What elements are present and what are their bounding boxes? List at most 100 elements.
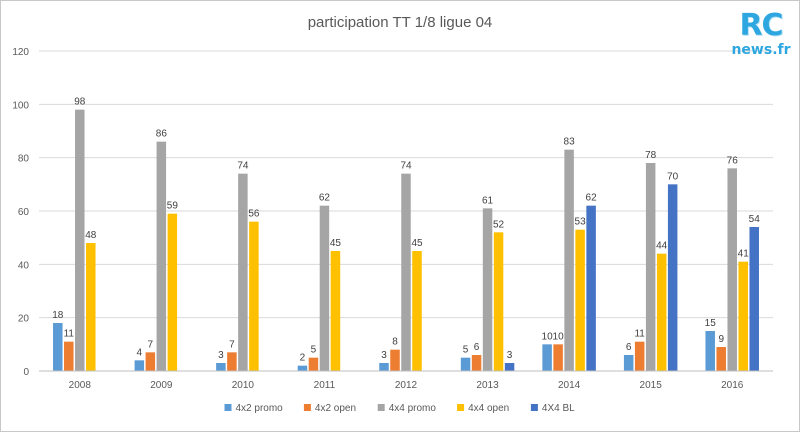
chart-title: participation TT 1/8 ligue 04 — [308, 14, 493, 31]
legend-label: 4X4 BL — [542, 403, 575, 414]
data-label: 8 — [392, 337, 398, 348]
bar — [645, 163, 656, 371]
bar — [401, 173, 411, 371]
data-label: 98 — [74, 97, 86, 108]
bar — [319, 205, 330, 371]
bar — [390, 349, 400, 371]
data-label: 5 — [311, 345, 317, 356]
bar — [493, 232, 504, 371]
bar — [749, 227, 759, 371]
bar — [623, 355, 634, 371]
data-label: 3 — [381, 350, 387, 361]
data-label: 59 — [167, 201, 179, 212]
data-label: 15 — [705, 318, 717, 329]
bar — [330, 251, 341, 371]
data-label: 10 — [553, 331, 565, 342]
legend-swatch — [457, 404, 465, 411]
bar — [238, 173, 248, 371]
legend-swatch — [377, 404, 385, 411]
y-axis: 0 20 40 60 80 100 120 — [12, 47, 29, 378]
x-tick-label: 2016 — [721, 380, 744, 391]
bar — [86, 243, 96, 371]
bar — [586, 205, 596, 371]
y-tick-label: 20 — [18, 314, 30, 325]
data-label: 86 — [156, 129, 168, 140]
data-label: 10 — [542, 331, 554, 342]
y-tick-label: 100 — [12, 100, 29, 111]
data-label: 52 — [493, 219, 505, 230]
data-label: 6 — [626, 342, 632, 353]
data-label: 53 — [575, 217, 587, 228]
data-label: 5 — [463, 345, 469, 356]
data-label: 45 — [411, 238, 423, 249]
bar — [471, 355, 482, 371]
x-tick-label: 2008 — [69, 380, 92, 391]
bar — [145, 352, 156, 371]
y-tick-label: 60 — [18, 207, 30, 218]
x-tick-label: 2015 — [640, 380, 663, 391]
bar — [575, 229, 585, 371]
legend: 4x2 promo 4x2 open 4x4 promo 4x4 open 4X4 BL — [224, 403, 575, 414]
legend-swatch — [530, 404, 538, 411]
data-label: 56 — [248, 209, 260, 220]
data-label: 70 — [667, 171, 679, 182]
legend-label: 4x4 open — [468, 403, 509, 414]
y-tick-label: 80 — [18, 154, 30, 165]
data-label: 7 — [148, 339, 154, 350]
data-label: 62 — [586, 193, 598, 204]
x-tick-label: 2011 — [314, 380, 336, 391]
bar — [716, 347, 726, 371]
data-label: 41 — [738, 249, 750, 260]
legend-label: 4x4 promo — [389, 403, 437, 414]
bar — [738, 261, 748, 371]
bars — [53, 109, 759, 372]
data-label: 48 — [85, 230, 97, 241]
bar — [134, 360, 145, 371]
bar — [249, 221, 259, 371]
bar — [156, 141, 167, 371]
x-tick-label: 2013 — [476, 380, 499, 391]
x-tick-label: 2014 — [558, 380, 581, 391]
legend-label: 4x2 promo — [236, 403, 284, 414]
y-tick-label: 120 — [12, 47, 29, 58]
data-label: 74 — [400, 161, 412, 172]
data-label: 9 — [718, 334, 724, 345]
bar — [482, 208, 493, 371]
bar — [167, 213, 178, 371]
bar — [460, 357, 471, 371]
data-label: 18 — [52, 310, 64, 321]
data-label: 74 — [237, 161, 249, 172]
bar — [297, 365, 308, 371]
bar — [634, 341, 645, 371]
x-axis: 2008 2009 2010 2011 2012 2013 2014 2015 2016 — [39, 370, 773, 391]
bar — [379, 363, 389, 371]
data-label: 76 — [727, 155, 739, 166]
legend-swatch — [303, 404, 311, 411]
bar — [727, 168, 737, 371]
data-label: 54 — [749, 214, 761, 225]
data-label: 7 — [229, 339, 235, 350]
data-label: 11 — [634, 329, 645, 340]
x-tick-label: 2009 — [150, 380, 173, 391]
data-label: 61 — [482, 195, 494, 206]
bar — [64, 341, 74, 371]
bar — [227, 352, 237, 371]
data-label: 2 — [300, 353, 306, 364]
data-label: 62 — [319, 193, 331, 204]
bar — [75, 109, 85, 372]
data-label: 44 — [656, 241, 668, 252]
bar — [216, 363, 226, 371]
bar — [553, 344, 563, 371]
x-tick-label: 2012 — [395, 380, 418, 391]
bar — [53, 323, 63, 371]
bar — [564, 149, 574, 371]
data-label: 83 — [564, 137, 576, 148]
bar — [308, 357, 319, 371]
bar — [542, 344, 552, 371]
x-tick-label: 2010 — [232, 380, 255, 391]
data-label: 45 — [330, 238, 342, 249]
y-tick-label: 0 — [23, 367, 29, 378]
data-label: 78 — [645, 150, 657, 161]
